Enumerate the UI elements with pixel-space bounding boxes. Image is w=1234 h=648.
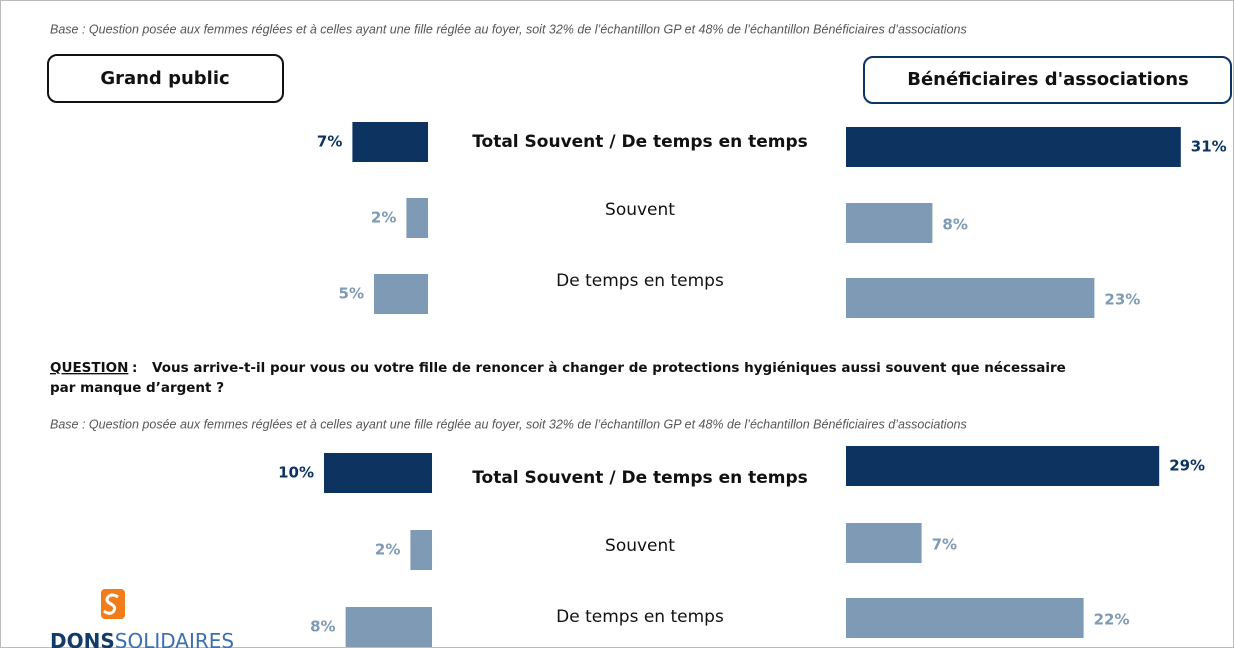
bar: [846, 127, 1181, 167]
value-label: 7%: [932, 536, 957, 554]
bar: [410, 530, 432, 570]
logo-bold: DONS: [50, 629, 115, 648]
bar: [406, 198, 428, 238]
category-label: Souvent: [605, 536, 675, 556]
bar: [846, 598, 1084, 638]
question-colon: :: [132, 360, 137, 376]
base-note: Base : Question posée aux femmes réglées…: [50, 22, 967, 36]
question-text: Vous arrive-t-il pour vous ou votre fill…: [152, 360, 1066, 376]
value-label: 31%: [1191, 138, 1227, 156]
value-label: 8%: [310, 618, 335, 636]
question-text: par manque d’argent ?: [50, 380, 224, 396]
bar: [324, 453, 432, 493]
value-label: 2%: [371, 209, 396, 227]
value-label: 23%: [1104, 291, 1140, 309]
panel-box: [47, 54, 284, 103]
value-label: 22%: [1094, 611, 1130, 629]
value-label: 5%: [339, 285, 364, 303]
logo-light: SOLIDAIRES: [115, 629, 234, 648]
base-note: Base : Question posée aux femmes réglées…: [50, 417, 967, 431]
category-label: Total Souvent / De temps en temps: [472, 132, 808, 152]
value-label: 7%: [317, 133, 342, 151]
logo-mark: [103, 593, 119, 615]
category-label: De temps en temps: [556, 271, 724, 291]
value-label: 29%: [1169, 457, 1205, 475]
panel-title: Grand public: [100, 68, 229, 89]
bar: [846, 446, 1160, 486]
bar: [846, 523, 922, 563]
bar: [846, 203, 933, 243]
bar: [846, 278, 1095, 318]
bar: [345, 607, 432, 647]
panel-box: [863, 56, 1232, 104]
category-label: Total Souvent / De temps en temps: [472, 468, 808, 488]
logo: DONSSOLIDAIRES: [50, 589, 234, 648]
question-label: QUESTION: [50, 360, 128, 376]
value-label: 2%: [375, 541, 400, 559]
panel-title: Bénéficiaires d'associations: [907, 69, 1189, 90]
value-label: 8%: [942, 216, 967, 234]
bar: [374, 274, 428, 314]
value-label: 10%: [278, 464, 314, 482]
bar: [352, 122, 428, 162]
category-label: Souvent: [605, 200, 675, 220]
category-label: De temps en temps: [556, 607, 724, 627]
logo-text: DONSSOLIDAIRES: [50, 629, 234, 648]
